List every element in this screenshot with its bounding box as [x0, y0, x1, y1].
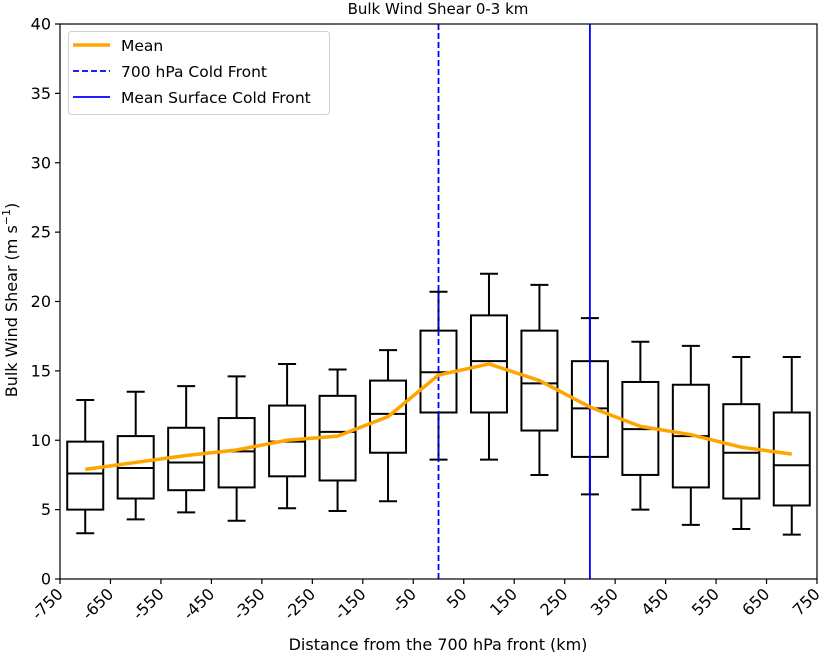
box-iqr — [774, 413, 810, 506]
y-axis-label-main: Bulk Wind Shear (m s — [2, 225, 21, 397]
x-tick-label: 50 — [443, 584, 471, 612]
x-tick-label: 750 — [789, 584, 824, 619]
x-tick-label: 650 — [738, 584, 773, 619]
x-tick-label: 550 — [688, 584, 723, 619]
x-axis: -750 -650 -550 -450 -350 -250 -150 -50 50 150 250 3… — [28, 579, 824, 624]
x-tick-label: -250 — [280, 584, 319, 623]
y-tick-label: 40 — [31, 15, 51, 34]
x-tick-label: 250 — [536, 584, 571, 619]
box-1 — [118, 392, 154, 520]
y-axis: 0 5 10 15 20 25 30 35 40 — [31, 15, 60, 589]
y-tick-label: 25 — [31, 223, 51, 242]
y-tick-label: 5 — [41, 500, 51, 519]
x-axis-label: Distance from the 700 hPa front (km) — [289, 635, 588, 652]
x-tick-label: -450 — [179, 584, 218, 623]
x-tick-label: -350 — [230, 584, 269, 623]
x-tick-label: -750 — [28, 584, 67, 623]
y-axis-label-close: ) — [2, 203, 21, 209]
x-tick-label: -50 — [388, 584, 420, 616]
x-tick-label: 450 — [637, 584, 672, 619]
y-axis-label: Bulk Wind Shear (m s−1) — [0, 203, 21, 398]
legend-surface-label: Mean Surface Cold Front — [121, 89, 311, 107]
legend-700hpa-label: 700 hPa Cold Front — [121, 63, 267, 81]
y-tick-label: 15 — [31, 361, 51, 380]
box-4 — [269, 364, 305, 508]
y-tick-label: 20 — [31, 292, 51, 311]
box-5 — [320, 369, 356, 511]
legend-mean-label: Mean — [121, 37, 163, 55]
y-tick-label: 0 — [41, 570, 51, 589]
box-14 — [774, 357, 810, 535]
y-tick-label: 10 — [31, 431, 51, 450]
chart-title: Bulk Wind Shear 0-3 km — [348, 0, 529, 18]
box-6 — [370, 350, 406, 501]
legend: Mean 700 hPa Cold Front Mean Surface Col… — [69, 32, 330, 115]
front-lines-layer — [439, 24, 590, 579]
y-axis-label-superscript: −1 — [0, 209, 13, 225]
y-tick-label: 35 — [31, 84, 51, 103]
box-iqr — [67, 442, 103, 510]
box-2 — [168, 386, 204, 512]
x-tick-label: 350 — [587, 584, 622, 619]
y-tick-label: 30 — [31, 153, 51, 172]
x-tick-label: -150 — [331, 584, 370, 623]
x-tick-label: -550 — [129, 584, 168, 623]
x-tick-label: -650 — [78, 584, 117, 623]
x-tick-label: 150 — [486, 584, 521, 619]
box-iqr — [723, 404, 759, 498]
